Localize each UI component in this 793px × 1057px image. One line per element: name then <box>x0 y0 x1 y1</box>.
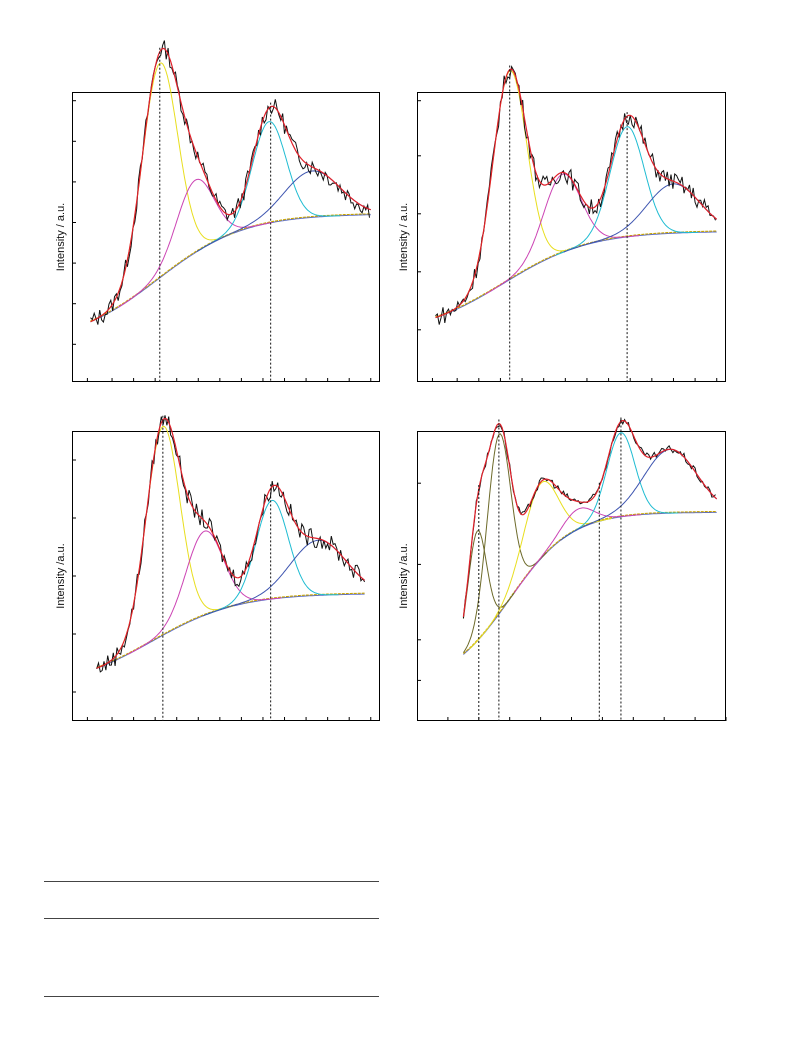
y-axis-label-3: Intensity /a.u. <box>55 543 67 609</box>
table-top-rule <box>44 881 379 882</box>
table-header-rule <box>44 918 379 919</box>
chart-panel-4 <box>417 417 727 721</box>
component-peak-6 <box>560 448 718 541</box>
fit-envelope <box>435 68 718 319</box>
chart-svg-1 <box>72 40 380 382</box>
component-peak-3 <box>555 126 699 256</box>
component-peak-2 <box>117 178 273 308</box>
fit-envelope <box>96 417 365 669</box>
component-peak-3 <box>205 499 339 616</box>
baseline-curve <box>463 511 717 655</box>
baseline-curve-2 <box>435 230 717 318</box>
chart-svg-3 <box>72 415 380 721</box>
plot-frame <box>417 92 726 382</box>
raw-data-line <box>90 40 370 325</box>
raw-data-line <box>462 418 716 619</box>
component-peak-1 <box>462 530 517 619</box>
baseline-curve <box>96 593 365 669</box>
fit-envelope <box>462 419 718 617</box>
component-peak-2 <box>462 433 548 653</box>
chart-panel-3 <box>72 415 380 721</box>
raw-data-line <box>435 65 716 325</box>
y-axis-label-4: Intensity /a.u. <box>398 543 410 609</box>
component-peak-1 <box>96 426 234 669</box>
baseline-curve <box>435 231 717 319</box>
y-axis-label-2: Intensity / a.u. <box>398 202 410 272</box>
component-peak-5 <box>563 432 679 539</box>
table-bottom-rule <box>44 996 379 997</box>
plot-frame <box>72 92 380 382</box>
component-peak-3 <box>469 480 612 650</box>
baseline-curve-2 <box>463 510 717 655</box>
baseline-curve-2 <box>96 592 365 669</box>
chart-svg-2 <box>417 65 726 382</box>
raw-data-line <box>96 415 366 673</box>
chart-panel-1 <box>72 40 380 382</box>
component-peak-4 <box>513 507 642 593</box>
chart-panel-2 <box>417 65 726 382</box>
fit-envelope <box>90 47 371 323</box>
plot-frame <box>417 431 726 721</box>
component-peak-3 <box>198 121 340 252</box>
component-peak-2 <box>127 530 282 655</box>
chart-svg-4 <box>417 417 727 721</box>
y-axis-label-1: Intensity / a.u. <box>55 202 67 272</box>
component-peak-2 <box>484 173 640 295</box>
plot-frame <box>72 431 380 721</box>
